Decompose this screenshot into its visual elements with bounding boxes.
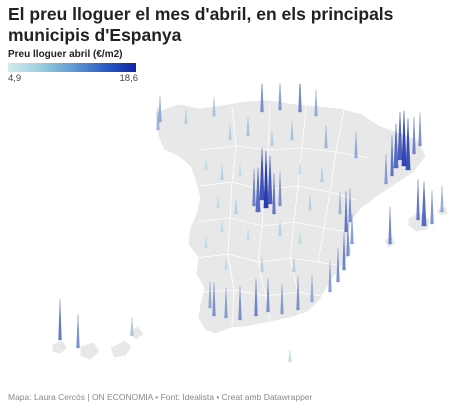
rent-spike	[212, 282, 216, 317]
rent-spike	[204, 236, 208, 249]
rent-spike	[270, 130, 274, 147]
canary-islands-shape-2	[79, 341, 101, 361]
legend-min-label: 4,9	[8, 73, 22, 84]
rent-spike	[254, 278, 258, 317]
rent-spike	[296, 276, 300, 311]
rent-spike	[278, 172, 282, 207]
legend: Preu lloguer abril (€/m2) 4,9 18,6	[8, 49, 138, 85]
rent-spike	[320, 166, 324, 183]
rent-spike	[328, 262, 332, 293]
rent-spike	[234, 198, 238, 215]
canary-islands-shape-3	[109, 339, 133, 359]
rent-spike	[348, 188, 352, 223]
rent-spike	[224, 258, 228, 271]
rent-spike	[298, 162, 302, 175]
rent-spike	[280, 284, 284, 315]
rent-spike	[238, 286, 242, 321]
rent-spike	[246, 228, 250, 241]
canary-islands-shape-1	[51, 339, 69, 355]
rent-spike	[220, 220, 224, 233]
rent-spike	[350, 214, 354, 245]
rent-spike	[260, 256, 264, 273]
rent-spike	[212, 96, 216, 117]
legend-title: Preu lloguer abril (€/m2)	[8, 49, 123, 60]
rent-spike	[260, 84, 264, 113]
rent-spike	[267, 156, 273, 205]
rent-spike	[263, 150, 269, 209]
rent-spike	[390, 135, 394, 177]
rent-spike	[344, 191, 348, 233]
rent-spike	[238, 164, 242, 177]
rent-spike	[224, 288, 228, 319]
rent-spike	[388, 206, 392, 245]
rent-spike	[278, 220, 282, 237]
rent-spike	[158, 95, 162, 123]
rent-spike	[259, 148, 265, 201]
rent-spike	[288, 350, 292, 363]
rent-spike	[246, 116, 250, 137]
rent-spike	[204, 158, 208, 171]
legend-max-label: 18,6	[119, 73, 139, 84]
rent-spike	[130, 316, 134, 337]
rent-spike	[292, 256, 296, 273]
rent-spike	[401, 110, 407, 167]
rent-spike	[440, 185, 444, 213]
rent-spikes	[58, 84, 444, 363]
legend-color-scale	[8, 63, 136, 72]
rent-spike	[278, 84, 282, 111]
rent-spike	[298, 232, 302, 245]
rent-spike	[338, 191, 342, 215]
legend-ticks: 4,9 18,6	[8, 73, 138, 85]
rent-spike	[324, 125, 328, 149]
rent-spike	[342, 232, 346, 271]
rent-spike	[405, 118, 411, 171]
portugal-gap	[150, 156, 204, 318]
rent-spike	[266, 278, 270, 313]
rent-spike	[336, 248, 340, 283]
rent-spike	[58, 299, 62, 341]
rent-spike	[216, 196, 220, 209]
rent-spike	[252, 168, 256, 207]
canary-islands-shape-4	[127, 325, 145, 341]
rent-spike	[308, 194, 312, 211]
rent-spike	[290, 120, 294, 141]
rent-spike	[397, 112, 403, 161]
rent-spike	[416, 179, 420, 221]
rent-spike	[184, 108, 188, 125]
rent-spike	[412, 116, 416, 155]
rent-spike	[418, 112, 422, 147]
map-title: El preu lloguer el mes d'abril, en els p…	[8, 4, 394, 45]
rent-spike	[272, 173, 276, 215]
rent-spike	[346, 222, 350, 257]
rent-spike	[310, 275, 314, 303]
rent-spike	[298, 84, 302, 113]
rent-spike	[421, 181, 427, 227]
rent-spike	[430, 190, 434, 225]
rent-spike	[220, 164, 224, 181]
rent-spike	[76, 314, 80, 349]
rent-spike	[384, 154, 388, 185]
rent-spike	[354, 131, 358, 159]
rent-spike	[208, 281, 212, 309]
rent-spike	[228, 124, 232, 141]
land-layer	[51, 99, 449, 361]
rent-spike	[314, 89, 318, 117]
rent-spike	[393, 123, 399, 169]
spain-map	[51, 84, 449, 363]
footer-credits: Mapa: Laura Cercós | ON ECONOMIA • Font:…	[8, 392, 313, 402]
rent-spike	[255, 167, 261, 213]
